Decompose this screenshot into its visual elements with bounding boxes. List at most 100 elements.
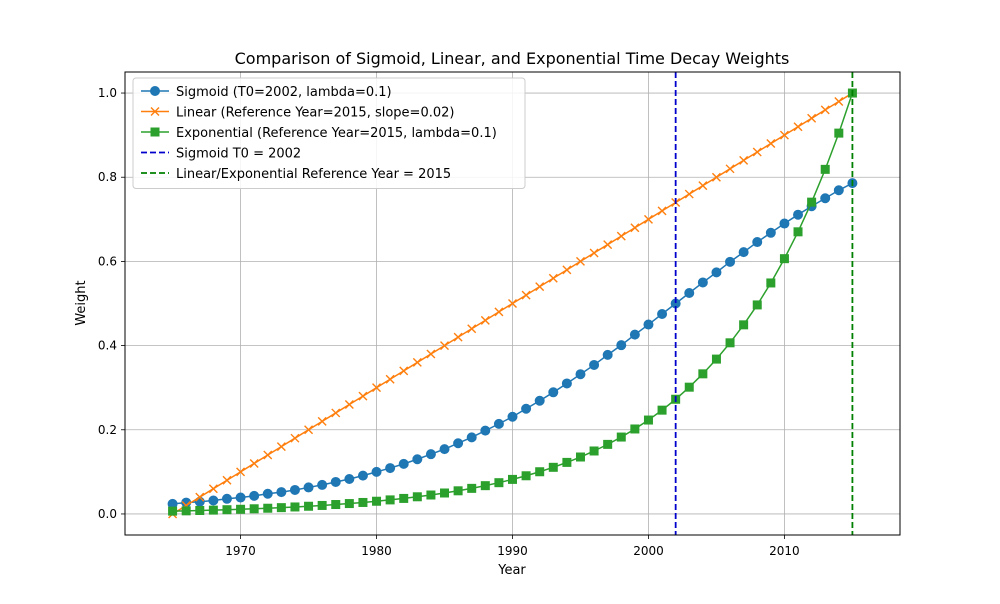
data-point-circle: [330, 476, 341, 487]
data-point-x-stroke: [412, 357, 422, 367]
data-point-x: [752, 147, 762, 157]
data-point-circle: [657, 309, 668, 320]
data-point-x-stroke: [575, 256, 585, 266]
data-point-x: [331, 408, 341, 418]
data-point-x-stroke: [630, 223, 640, 233]
data-point-x-stroke: [766, 139, 776, 149]
data-point-square: [358, 497, 368, 507]
data-point-x-stroke: [249, 458, 259, 468]
data-point-circle: [793, 209, 804, 220]
data-point-square: [480, 481, 490, 491]
data-point-square: [494, 478, 504, 488]
data-point-x-stroke: [494, 307, 504, 317]
data-point-x: [603, 240, 613, 250]
data-point-x-stroke: [331, 408, 341, 418]
data-point-x: [793, 122, 803, 132]
legend-box: [132, 77, 526, 189]
data-point-square: [575, 452, 585, 462]
data-point-circle: [317, 479, 328, 490]
legend-label: Sigmoid T0 = 2002: [176, 147, 301, 162]
x-axis-label: Year: [497, 563, 526, 578]
data-point-x: [426, 349, 436, 359]
y-tick-label: 0.0: [98, 507, 117, 521]
data-point-x: [820, 105, 830, 115]
data-point-circle: [548, 387, 559, 398]
data-point-square: [630, 424, 640, 434]
data-point-x: [358, 391, 368, 401]
x-axis-ticks: 1970 1980 1990 2000 2010: [225, 535, 800, 558]
data-point-square: [344, 499, 354, 509]
data-point-circle: [425, 449, 436, 460]
data-point-square: [195, 506, 205, 516]
legend-entry: Sigmoid (T0=2002, lambda=0.1): [141, 85, 392, 100]
data-point-x-stroke: [589, 248, 599, 258]
data-point-x: [276, 442, 286, 452]
data-point-square: [181, 506, 191, 516]
data-point-x-stroke: [521, 290, 531, 300]
series-1: [167, 178, 858, 509]
series-2: [168, 88, 857, 519]
data-point-square: [725, 338, 735, 348]
data-point-x: [399, 366, 409, 376]
x-tick-label: 1970: [225, 544, 256, 558]
legend-entry: Linear/Exponential Reference Year = 2015: [141, 167, 451, 182]
data-point-x-stroke: [150, 107, 160, 116]
data-point-circle: [221, 493, 232, 504]
data-point-circle: [262, 488, 273, 499]
data-point-square: [426, 490, 436, 500]
data-point-x: [698, 181, 708, 191]
data-point-circle: [643, 319, 654, 330]
y-tick-label: 0.8: [98, 170, 117, 184]
legend-label: Linear (Reference Year=2015, slope=0.02): [176, 106, 454, 121]
data-point-circle: [480, 425, 491, 436]
data-point-x: [521, 290, 531, 300]
data-point-square: [616, 432, 626, 442]
data-point-circle: [589, 359, 600, 370]
data-point-x: [480, 315, 490, 325]
data-point-square: [249, 504, 259, 514]
data-point-x-stroke: [739, 155, 749, 165]
data-point-square: [603, 439, 613, 449]
data-point-circle: [602, 349, 613, 360]
data-point-circle: [534, 395, 545, 406]
data-point-square: [150, 127, 160, 137]
data-point-circle: [779, 218, 790, 229]
data-point-x: [453, 332, 463, 342]
data-point-square: [562, 457, 572, 467]
data-point-x: [208, 484, 218, 494]
data-point-circle: [303, 482, 314, 493]
data-point-x-stroke: [508, 299, 517, 308]
data-point-square: [372, 496, 382, 506]
data-point-square: [276, 503, 286, 513]
data-point-circle: [412, 454, 423, 465]
data-point-circle: [575, 369, 586, 380]
data-point-x-stroke: [317, 416, 327, 426]
y-tick-label: 0.4: [98, 339, 117, 353]
data-point-square: [412, 492, 422, 502]
data-point-square: [208, 505, 218, 515]
data-point-x: [412, 357, 422, 367]
data-point-square: [385, 495, 395, 505]
data-point-square: [440, 488, 450, 498]
data-point-x: [562, 265, 572, 275]
data-point-x-stroke: [385, 374, 395, 384]
data-point-x-stroke: [793, 122, 803, 132]
data-point-x-stroke: [372, 383, 382, 393]
y-tick-label: 0.2: [98, 423, 117, 437]
data-point-square: [589, 446, 599, 456]
data-point-x-stroke: [616, 231, 626, 241]
data-point-square: [643, 415, 653, 425]
data-point-circle: [249, 490, 260, 501]
chart-title: Comparison of Sigmoid, Linear, and Expon…: [235, 49, 790, 68]
data-point-circle: [752, 237, 763, 248]
legend-entry: Linear (Reference Year=2015, slope=0.02): [141, 106, 454, 121]
data-point-square: [317, 500, 327, 510]
data-point-square: [752, 300, 762, 310]
data-point-x-stroke: [304, 425, 314, 435]
data-point-square: [793, 227, 803, 237]
data-point-square: [467, 483, 477, 493]
data-point-circle: [493, 418, 504, 429]
data-point-square: [739, 320, 749, 330]
data-point-x: [372, 383, 382, 393]
